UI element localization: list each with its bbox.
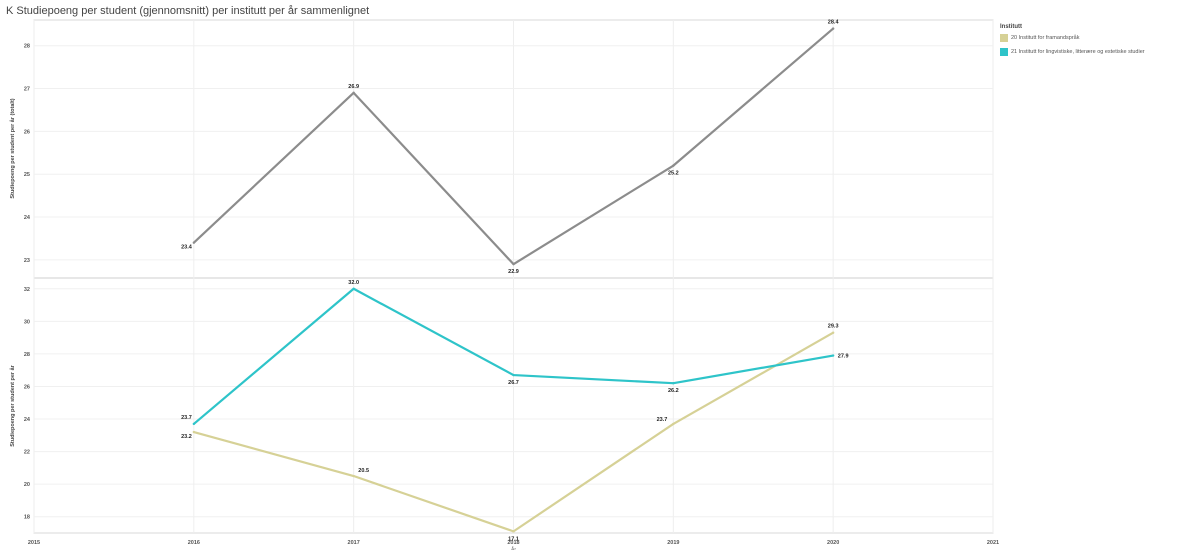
y-tick-label: 27 bbox=[24, 87, 30, 93]
data-point bbox=[831, 354, 835, 357]
y-tick-label: 23 bbox=[24, 258, 30, 264]
data-label: 26.9 bbox=[348, 84, 359, 90]
data-point bbox=[512, 262, 515, 266]
data-point bbox=[512, 373, 515, 377]
y-tick-label: 30 bbox=[24, 319, 30, 325]
legend-item-21[interactable]: 21 Institutt for lingvistiske, litterære… bbox=[1000, 48, 1195, 56]
x-tick-label: 2017 bbox=[348, 540, 360, 546]
x-axis-label: År bbox=[511, 546, 516, 550]
x-tick-label: 2021 bbox=[987, 540, 999, 546]
data-label: 23.7 bbox=[657, 417, 668, 423]
x-tick-label: 2020 bbox=[827, 540, 839, 546]
y-tick-label: 24 bbox=[24, 215, 31, 221]
data-point bbox=[512, 530, 515, 533]
legend-item-20[interactable]: 20 Institutt for framandspråk bbox=[1000, 34, 1195, 42]
data-point bbox=[352, 91, 355, 95]
legend-title: Institutt bbox=[1000, 24, 1022, 30]
data-point bbox=[831, 27, 835, 30]
data-label: 25.2 bbox=[668, 171, 679, 177]
data-label: 26.7 bbox=[508, 380, 519, 386]
legend-swatch bbox=[1000, 34, 1008, 42]
data-label: 26.2 bbox=[668, 388, 679, 394]
data-label: 23.7 bbox=[181, 415, 192, 421]
x-tick-label: 2019 bbox=[667, 540, 679, 546]
data-label: 23.2 bbox=[181, 434, 192, 440]
y-axis-label: Studiepoeng per student per år (totalt) bbox=[9, 98, 16, 198]
data-point bbox=[192, 430, 196, 434]
x-tick-label: 2018 bbox=[507, 540, 519, 546]
y-tick-label: 22 bbox=[24, 450, 30, 456]
x-tick-label: 2016 bbox=[188, 540, 200, 546]
y-tick-label: 20 bbox=[24, 482, 30, 488]
data-label: 17.1 bbox=[508, 536, 519, 542]
data-label: 27.9 bbox=[838, 354, 849, 360]
data-point bbox=[672, 382, 675, 385]
y-tick-label: 18 bbox=[24, 515, 30, 521]
data-point bbox=[672, 422, 675, 426]
data-point bbox=[831, 331, 835, 334]
data-label: 20.5 bbox=[358, 468, 369, 474]
y-tick-label: 26 bbox=[24, 384, 30, 390]
data-label: 28.4 bbox=[828, 20, 840, 26]
y-tick-label: 25 bbox=[24, 172, 30, 178]
data-point bbox=[672, 164, 675, 167]
data-label: 23.4 bbox=[181, 245, 193, 251]
x-tick-label: 2015 bbox=[28, 540, 40, 546]
legend: Institutt 20 Institutt for framandspråk … bbox=[1000, 24, 1195, 62]
y-axis-label: Studiepoeng per student per år bbox=[9, 364, 16, 446]
legend-label: 20 Institutt for framandspråk bbox=[1011, 35, 1080, 41]
data-point bbox=[192, 241, 196, 244]
chart-title: K Studiepoeng per student (gjennomsnitt)… bbox=[6, 5, 370, 17]
data-point bbox=[352, 474, 355, 478]
y-tick-label: 28 bbox=[24, 352, 30, 358]
y-tick-label: 24 bbox=[24, 417, 31, 423]
legend-swatch bbox=[1000, 48, 1008, 56]
data-label: 29.3 bbox=[828, 324, 839, 330]
y-tick-label: 32 bbox=[24, 287, 30, 293]
data-point bbox=[352, 287, 355, 290]
y-tick-label: 26 bbox=[24, 129, 30, 135]
data-label: 22.9 bbox=[508, 269, 519, 275]
data-label: 32.0 bbox=[348, 280, 359, 286]
y-tick-label: 28 bbox=[24, 44, 30, 50]
legend-label: 21 Institutt for lingvistiske, litterære… bbox=[1011, 49, 1145, 55]
data-point bbox=[192, 422, 196, 426]
